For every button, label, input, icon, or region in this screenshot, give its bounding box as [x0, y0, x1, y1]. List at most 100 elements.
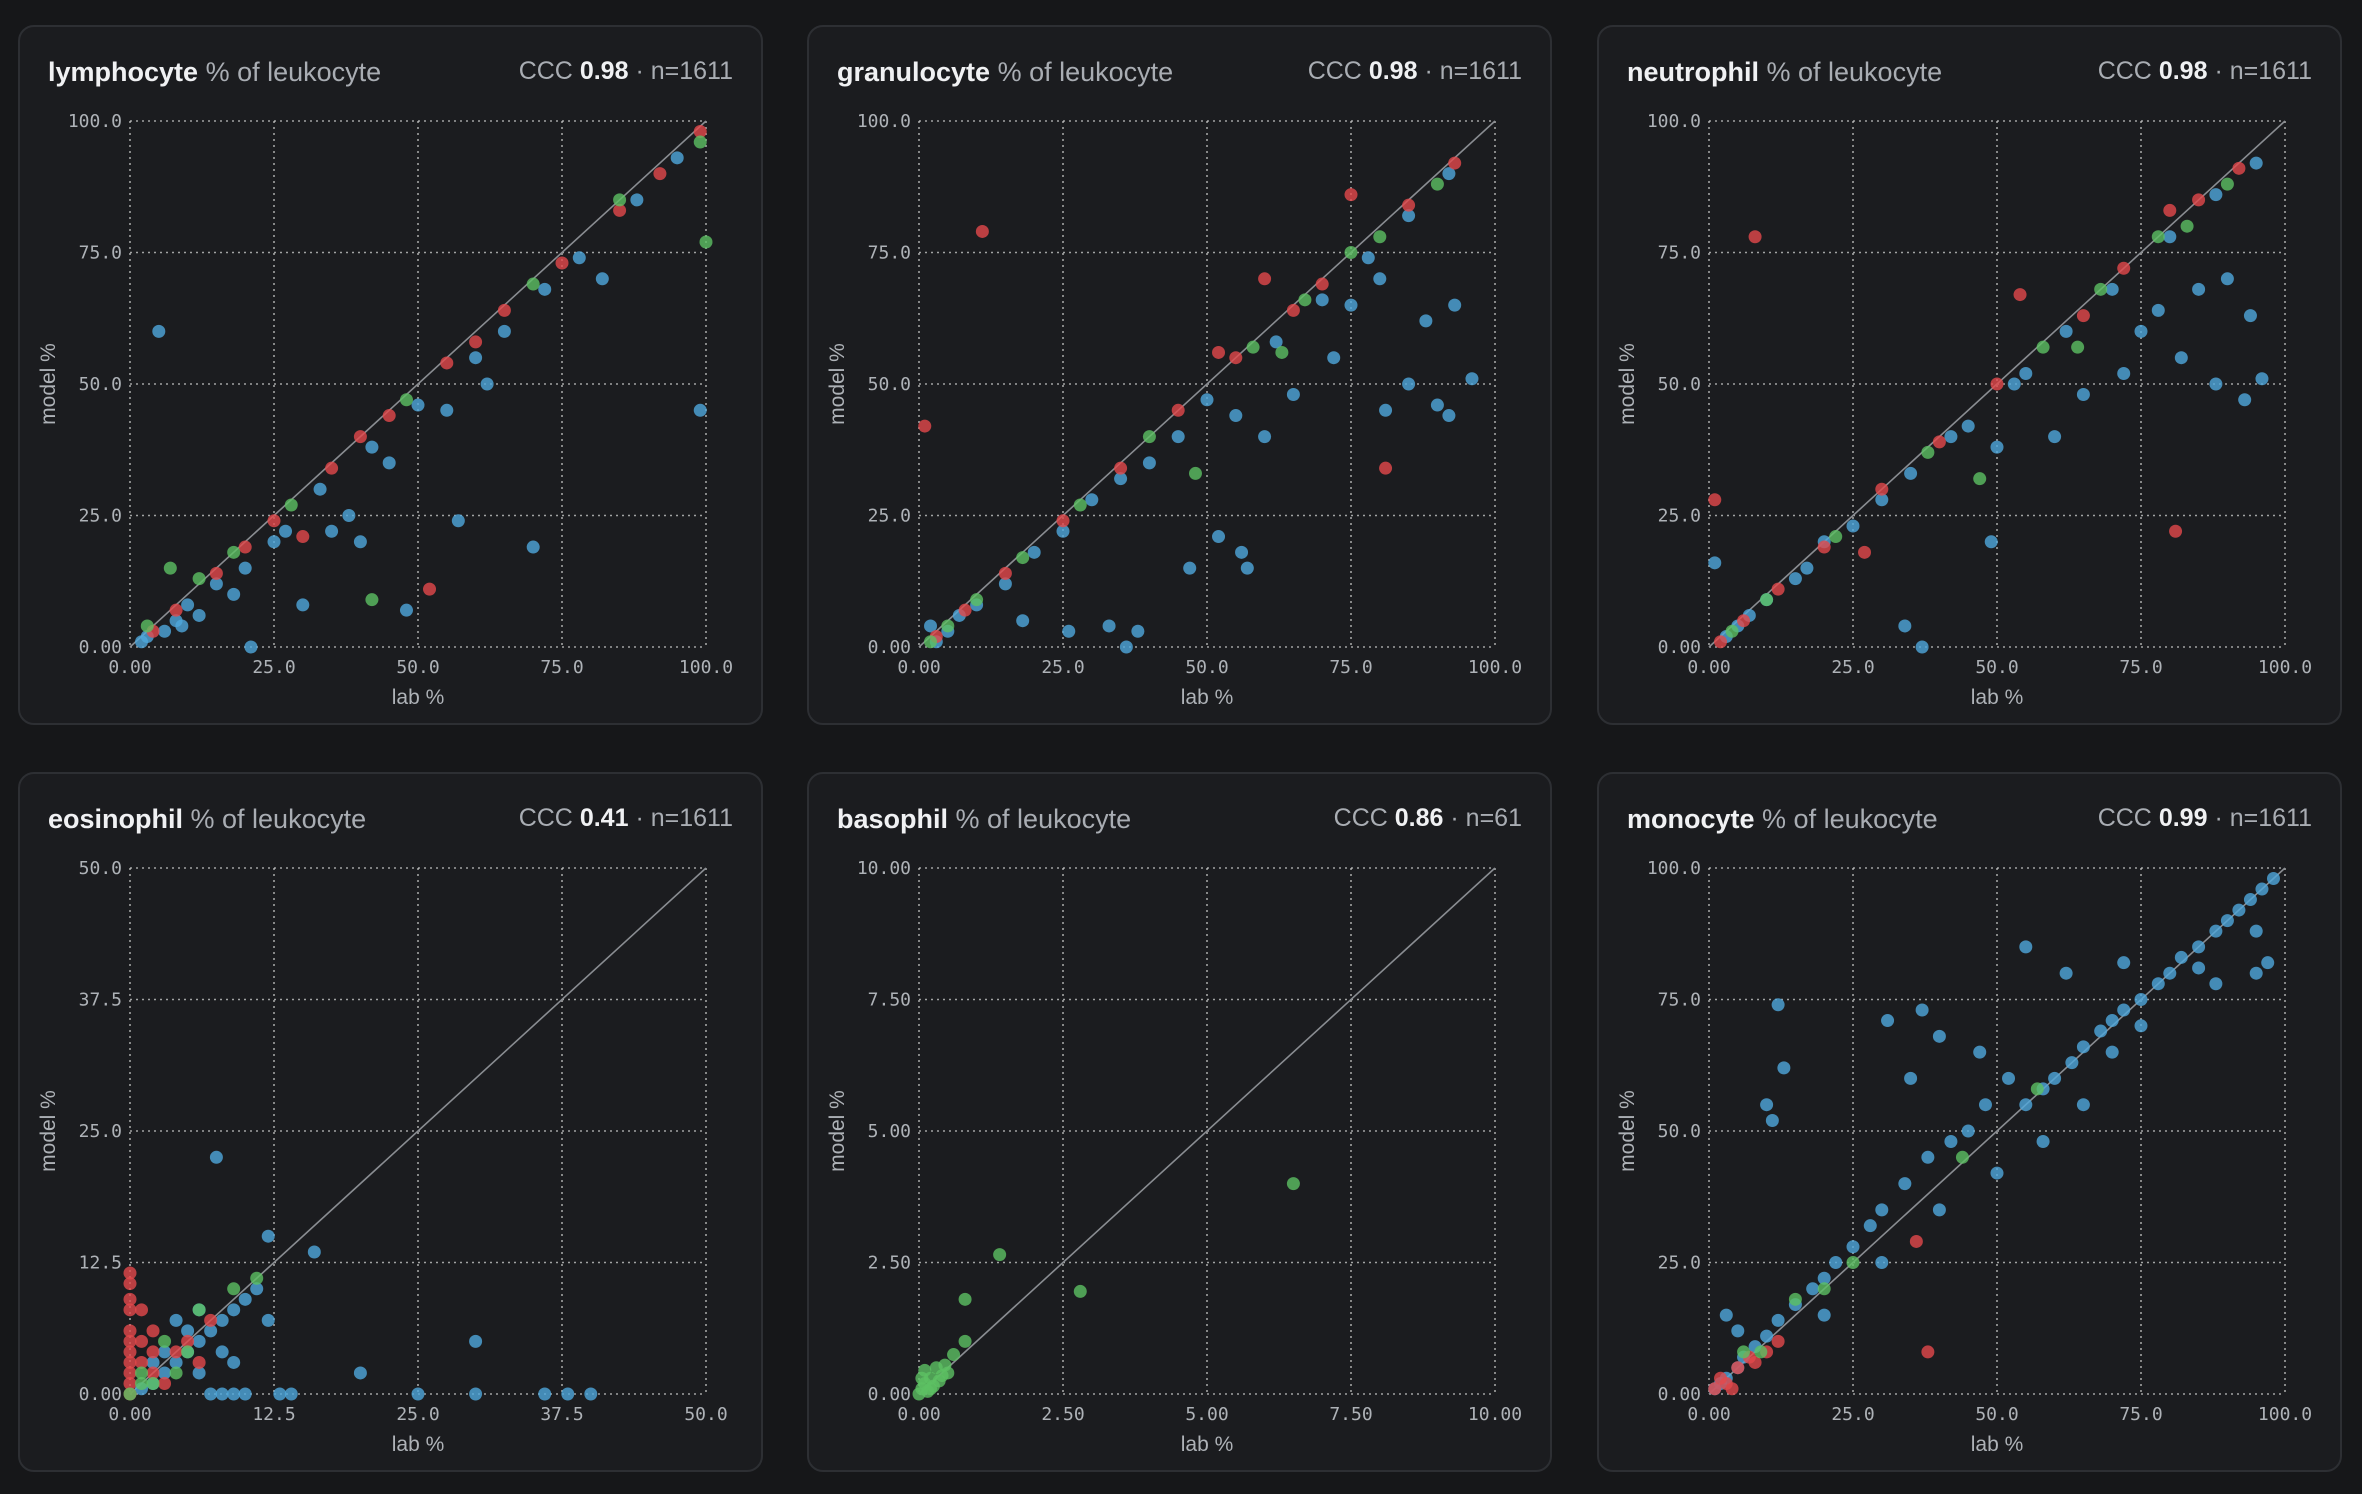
data-point — [1984, 535, 1998, 549]
data-point — [1016, 551, 1030, 565]
data-point — [307, 1245, 321, 1259]
data-point — [1298, 293, 1312, 307]
series-green — [140, 135, 713, 633]
data-point — [135, 635, 149, 649]
data-point — [227, 545, 241, 559]
data-point — [1788, 572, 1802, 586]
data-point — [2134, 993, 2148, 1006]
x-tick-label: 0.00 — [108, 657, 151, 678]
data-point — [1875, 482, 1889, 496]
y-axis-label: model % — [37, 343, 60, 425]
data-point — [1212, 345, 1226, 359]
data-point — [325, 524, 339, 538]
ccc-label: CCC — [518, 804, 573, 832]
data-point — [2249, 966, 2263, 980]
y-tick-label: 75.0 — [1658, 243, 1701, 264]
data-point — [2048, 430, 2062, 444]
data-point — [2002, 1071, 2016, 1085]
panel-stats: CCC 0.86 · n=61 — [1334, 804, 1522, 833]
data-point — [1973, 1045, 1987, 1059]
data-point — [158, 1376, 172, 1390]
series-blue — [135, 151, 707, 654]
data-point — [526, 540, 540, 554]
data-point — [693, 135, 707, 149]
data-point — [1430, 398, 1444, 412]
data-point — [2134, 324, 2148, 338]
data-point — [1725, 1382, 1739, 1396]
data-point — [1748, 230, 1762, 244]
data-point — [572, 251, 586, 265]
data-point — [158, 1345, 172, 1359]
data-point — [123, 1292, 137, 1306]
scatter-plot: 0.000.00 25.0 25.0 50.0 50.0 75.0 75.0 100.0 100… — [1616, 858, 2312, 1456]
data-point — [469, 351, 483, 365]
data-point — [1714, 635, 1728, 649]
data-point — [1235, 545, 1249, 559]
data-point — [284, 498, 298, 512]
data-point — [653, 167, 667, 181]
ccc-value: 0.98 — [1368, 57, 1418, 85]
data-point — [227, 587, 241, 601]
data-point — [123, 1387, 137, 1401]
x-axis-label: lab % — [1181, 1433, 1234, 1456]
data-point — [2076, 388, 2090, 402]
panel-stats: CCC 0.98 · n=1611 — [1308, 57, 1522, 86]
x-tick-label: 25.0 — [1041, 657, 1084, 678]
data-point — [1714, 1371, 1728, 1385]
data-point — [924, 1382, 938, 1396]
panel-stats: CCC 0.98 · n=1611 — [2098, 57, 2312, 86]
data-point — [693, 403, 707, 417]
data-point — [1829, 1256, 1843, 1269]
data-point — [2220, 914, 2234, 928]
series-green — [912, 1177, 1300, 1401]
data-point — [1200, 393, 1214, 407]
y-tick-label: 100.0 — [68, 111, 122, 132]
identity-line — [129, 867, 707, 1395]
x-tick-label: 100.0 — [1468, 657, 1522, 678]
data-point — [140, 619, 154, 633]
data-point — [998, 577, 1012, 591]
panel-title: lymphocyte % of leukocyte — [48, 57, 381, 88]
data-point — [958, 1292, 972, 1306]
data-point — [192, 608, 206, 622]
data-point — [2059, 324, 2073, 338]
x-tick-label: 0.00 — [108, 1404, 151, 1425]
identity-line — [129, 120, 707, 648]
data-point — [204, 1387, 218, 1401]
data-point — [215, 1345, 229, 1359]
data-point — [365, 440, 379, 454]
data-point — [1771, 1313, 1785, 1327]
panel-header: granulocyte % of leukocyte CCC 0.98 · n=1… — [837, 57, 1522, 97]
data-point — [267, 535, 281, 549]
data-point — [1062, 624, 1076, 638]
x-axis-label: lab % — [1971, 1433, 2024, 1456]
data-point — [279, 524, 293, 538]
data-point — [1379, 403, 1393, 417]
data-point — [2255, 882, 2269, 896]
data-point — [924, 635, 938, 649]
series-blue — [924, 167, 1479, 654]
panel-title: neutrophil % of leukocyte — [1627, 57, 1942, 88]
x-tick-label: 50.0 — [396, 657, 439, 678]
data-point — [1846, 1256, 1860, 1269]
data-point — [1315, 293, 1329, 307]
data-point — [2007, 377, 2021, 391]
data-point — [2220, 272, 2234, 286]
data-point — [1119, 640, 1133, 654]
data-point — [451, 514, 465, 528]
data-point — [613, 203, 627, 217]
data-point — [469, 1334, 483, 1348]
data-point — [123, 1266, 137, 1280]
data-point — [123, 1334, 137, 1348]
data-point — [2209, 377, 2223, 391]
y-tick-label: 25.0 — [1658, 1253, 1701, 1274]
data-point — [1955, 1150, 1969, 1164]
panel-title: basophil % of leukocyte — [837, 804, 1131, 835]
x-tick-label: 10.00 — [1468, 1404, 1522, 1425]
y-tick-label: 0.00 — [868, 1384, 911, 1405]
data-point — [192, 1334, 206, 1348]
data-point — [1725, 624, 1739, 638]
data-point — [2094, 282, 2108, 296]
data-point — [1286, 303, 1300, 317]
x-axis-label: lab % — [392, 686, 445, 709]
